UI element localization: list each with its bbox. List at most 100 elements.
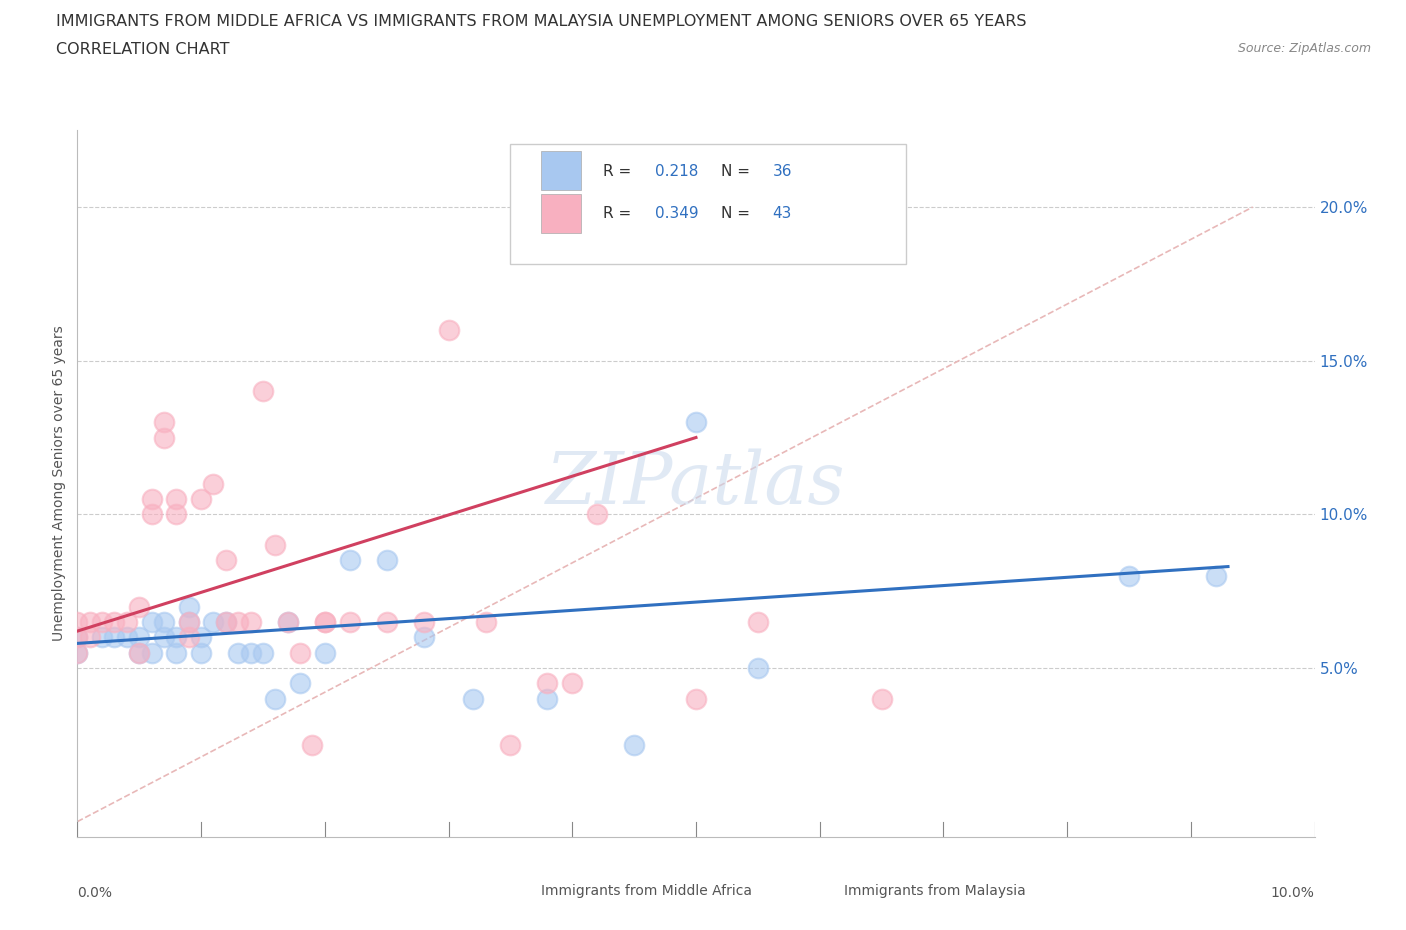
Point xyxy=(103,630,125,644)
Point xyxy=(375,553,398,568)
Text: Immigrants from Middle Africa: Immigrants from Middle Africa xyxy=(541,884,752,897)
Point xyxy=(339,615,361,630)
Point xyxy=(91,615,114,630)
Point xyxy=(747,660,769,675)
Point xyxy=(1205,568,1227,583)
Point xyxy=(202,615,225,630)
Point xyxy=(536,691,558,706)
Text: ZIPatlas: ZIPatlas xyxy=(546,448,846,519)
FancyBboxPatch shape xyxy=(789,874,828,908)
Point xyxy=(277,615,299,630)
Point xyxy=(412,615,434,630)
Point xyxy=(623,737,645,752)
Point xyxy=(685,415,707,430)
Point xyxy=(314,615,336,630)
Point xyxy=(264,538,287,552)
Point xyxy=(685,691,707,706)
Text: IMMIGRANTS FROM MIDDLE AFRICA VS IMMIGRANTS FROM MALAYSIA UNEMPLOYMENT AMONG SEN: IMMIGRANTS FROM MIDDLE AFRICA VS IMMIGRA… xyxy=(56,14,1026,29)
Point xyxy=(536,676,558,691)
FancyBboxPatch shape xyxy=(541,193,581,232)
Point xyxy=(141,645,163,660)
Point xyxy=(79,630,101,644)
Text: 43: 43 xyxy=(773,206,792,221)
Point xyxy=(190,630,212,644)
Point xyxy=(437,323,460,338)
Point xyxy=(115,630,138,644)
Point xyxy=(301,737,323,752)
Point xyxy=(239,615,262,630)
Point xyxy=(190,492,212,507)
Point xyxy=(215,615,238,630)
Point xyxy=(115,615,138,630)
Point xyxy=(79,615,101,630)
Point xyxy=(288,645,311,660)
Point xyxy=(190,645,212,660)
Point xyxy=(215,553,238,568)
Point xyxy=(66,645,89,660)
FancyBboxPatch shape xyxy=(510,144,907,264)
Point xyxy=(375,615,398,630)
Point xyxy=(499,737,522,752)
Point xyxy=(128,599,150,614)
Point xyxy=(66,630,89,644)
Point xyxy=(561,676,583,691)
Point xyxy=(412,630,434,644)
FancyBboxPatch shape xyxy=(485,874,526,908)
Point xyxy=(141,507,163,522)
Point xyxy=(153,615,176,630)
Point xyxy=(202,476,225,491)
Point xyxy=(314,645,336,660)
Point xyxy=(128,630,150,644)
Point xyxy=(252,645,274,660)
Text: 0.349: 0.349 xyxy=(655,206,699,221)
Point xyxy=(165,630,187,644)
Text: N =: N = xyxy=(721,164,755,179)
Point xyxy=(153,630,176,644)
Point xyxy=(177,615,200,630)
Point xyxy=(177,615,200,630)
Point xyxy=(165,507,187,522)
Point xyxy=(252,384,274,399)
Point xyxy=(103,615,125,630)
Point xyxy=(177,599,200,614)
Point xyxy=(153,430,176,445)
Point xyxy=(277,615,299,630)
Point xyxy=(128,645,150,660)
Text: R =: R = xyxy=(603,206,637,221)
Point xyxy=(141,492,163,507)
Point xyxy=(239,645,262,660)
FancyBboxPatch shape xyxy=(541,152,581,191)
Point xyxy=(226,645,249,660)
Text: 10.0%: 10.0% xyxy=(1271,886,1315,900)
Point xyxy=(339,553,361,568)
Text: Source: ZipAtlas.com: Source: ZipAtlas.com xyxy=(1237,42,1371,55)
Point xyxy=(474,615,496,630)
Point xyxy=(165,645,187,660)
Point xyxy=(463,691,485,706)
Point xyxy=(66,615,89,630)
Point xyxy=(1118,568,1140,583)
Point xyxy=(66,645,89,660)
Text: 0.218: 0.218 xyxy=(655,164,699,179)
Point xyxy=(226,615,249,630)
Point xyxy=(128,645,150,660)
Point xyxy=(177,630,200,644)
Point xyxy=(91,630,114,644)
Point xyxy=(141,615,163,630)
Point xyxy=(314,615,336,630)
Point xyxy=(153,415,176,430)
Text: 0.0%: 0.0% xyxy=(77,886,112,900)
Point xyxy=(66,630,89,644)
Text: Immigrants from Malaysia: Immigrants from Malaysia xyxy=(845,884,1026,897)
Text: CORRELATION CHART: CORRELATION CHART xyxy=(56,42,229,57)
Point xyxy=(870,691,893,706)
Text: N =: N = xyxy=(721,206,755,221)
Point xyxy=(264,691,287,706)
Point xyxy=(288,676,311,691)
Point xyxy=(747,615,769,630)
Text: R =: R = xyxy=(603,164,637,179)
Y-axis label: Unemployment Among Seniors over 65 years: Unemployment Among Seniors over 65 years xyxy=(52,326,66,642)
Point xyxy=(586,507,609,522)
Point xyxy=(215,615,238,630)
Point xyxy=(165,492,187,507)
